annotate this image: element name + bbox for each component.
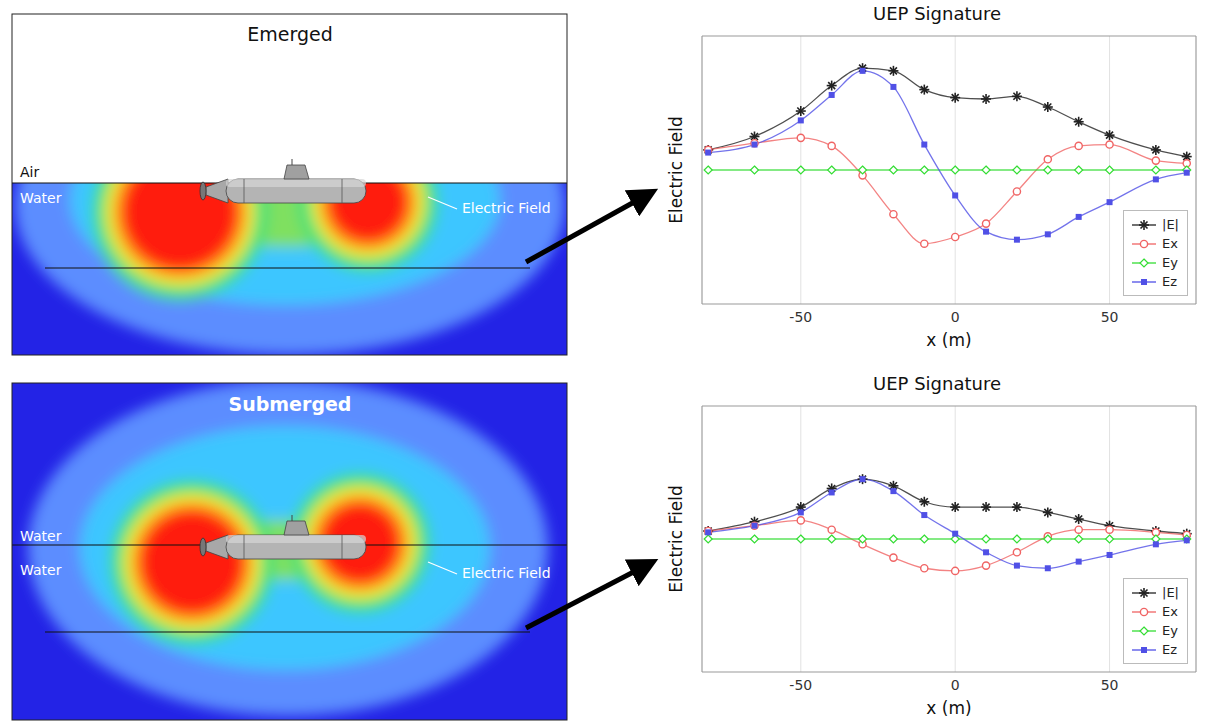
svg-text:Air: Air (20, 164, 39, 180)
svg-text:Water: Water (20, 562, 62, 578)
svg-text:50: 50 (1101, 309, 1119, 325)
html-text:Ex: Ex (1162, 604, 1178, 619)
svg-text:50: 50 (1101, 677, 1119, 693)
svg-text:x (m): x (m) (926, 330, 971, 350)
svg-text:Electric Field: Electric Field (666, 485, 686, 593)
svg-text:Submerged: Submerged (229, 393, 352, 415)
svg-text:Electric Field: Electric Field (462, 200, 551, 216)
svg-text:Electric Field: Electric Field (462, 565, 551, 581)
html-text:UEP Signature: UEP Signature (873, 3, 1001, 24)
svg-text:Water: Water (20, 528, 62, 544)
html-text:Ey: Ey (1162, 255, 1178, 270)
svg-text:-50: -50 (789, 309, 812, 325)
html-text:Ex: Ex (1162, 236, 1178, 251)
html-text:Ey: Ey (1162, 623, 1178, 638)
html-text:|E|: |E| (1162, 585, 1179, 600)
html-text:|E|: |E| (1162, 217, 1179, 232)
svg-text:-50: -50 (789, 677, 812, 693)
svg-text:x (m): x (m) (926, 698, 971, 718)
svg-text:0: 0 (951, 309, 960, 325)
html-text:Ez: Ez (1162, 274, 1178, 289)
svg-text:Electric Field: Electric Field (666, 116, 686, 224)
html-text:Ez: Ez (1162, 642, 1178, 657)
svg-text:Water: Water (20, 190, 62, 206)
html-text:UEP Signature: UEP Signature (873, 373, 1001, 394)
svg-text:0: 0 (951, 677, 960, 693)
svg-text:Emerged: Emerged (247, 23, 333, 45)
